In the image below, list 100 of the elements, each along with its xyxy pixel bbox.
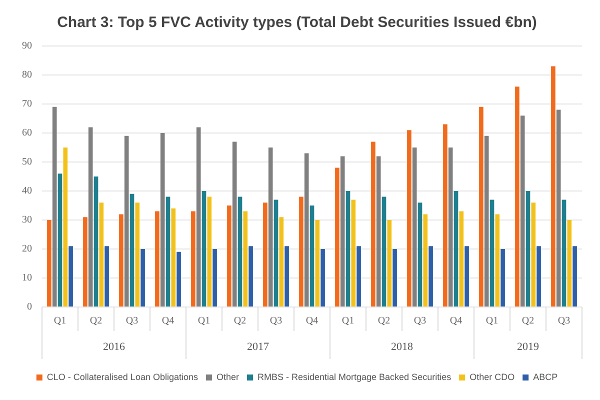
bar <box>202 191 206 306</box>
bar <box>191 211 196 306</box>
bar <box>130 194 134 306</box>
bar <box>346 191 350 306</box>
bar <box>160 133 165 306</box>
chart-title: Chart 3: Top 5 FVC Activity types (Total Debt Securities Issued €bn) <box>57 14 537 32</box>
legend-label: ABCP <box>533 372 558 382</box>
bar <box>248 246 253 306</box>
bar <box>479 106 484 306</box>
x-tick-label: Q2 <box>378 316 390 327</box>
bar <box>68 246 73 306</box>
text: 2016 <box>103 340 126 353</box>
bar <box>310 206 314 306</box>
text: 2019 <box>517 340 540 353</box>
y-tick-label: 0 <box>27 302 32 313</box>
bar <box>464 246 469 306</box>
x-tick-label: Q4 <box>306 316 318 327</box>
bar <box>423 214 428 306</box>
text: 2018 <box>391 340 414 353</box>
bar <box>119 214 124 306</box>
y-tick-label: 30 <box>22 214 32 226</box>
bar <box>232 142 237 306</box>
y-tick-label: 20 <box>22 244 32 255</box>
bar <box>166 196 170 306</box>
bar <box>315 220 320 306</box>
bar <box>428 246 433 306</box>
x-tick-label: Q1 <box>198 316 210 327</box>
bar <box>531 202 536 306</box>
bar <box>238 196 242 306</box>
bar <box>320 249 325 306</box>
y-tick-label: 10 <box>22 272 32 284</box>
bar <box>140 249 145 306</box>
bar <box>495 214 500 306</box>
bar <box>556 110 561 306</box>
legend-label: Other <box>216 372 239 382</box>
bar <box>500 249 505 306</box>
bar <box>536 246 541 306</box>
legend-label: Other CDO <box>470 372 515 382</box>
bar <box>392 249 397 306</box>
y-tick-label: 80 <box>22 70 32 81</box>
bar <box>227 206 232 306</box>
bar <box>176 252 181 306</box>
bar <box>407 130 412 306</box>
y-tick-label: 90 <box>22 40 32 52</box>
bar <box>459 211 464 306</box>
bar <box>207 196 212 306</box>
x-tick-label: Q1 <box>54 316 66 327</box>
bar <box>304 153 309 306</box>
bar <box>88 127 93 306</box>
y-tick-label: 60 <box>22 128 32 139</box>
bar <box>299 196 304 306</box>
bar <box>371 142 376 306</box>
legend-label: RMBS - Residential Mortgage Backed Securities <box>257 372 452 382</box>
bar <box>124 136 129 306</box>
x-tick-label: Q2 <box>90 316 102 327</box>
bar <box>515 86 520 306</box>
bar <box>274 200 278 306</box>
bar <box>551 66 556 306</box>
bar <box>376 156 381 306</box>
bar <box>340 156 345 306</box>
bar <box>387 220 392 306</box>
bar <box>268 148 273 306</box>
bar <box>47 220 52 306</box>
bar <box>279 217 284 306</box>
bar <box>454 191 458 306</box>
bar <box>567 220 572 306</box>
bar <box>412 148 417 306</box>
x-tick-label: Q2 <box>234 316 246 327</box>
bar <box>52 106 57 306</box>
bar <box>94 176 98 306</box>
bar <box>448 148 453 306</box>
bar <box>382 196 386 306</box>
bar <box>196 127 201 306</box>
x-tick-label: Q3 <box>414 316 426 327</box>
bar <box>58 174 62 306</box>
x-tick-label: Q3 <box>558 316 570 327</box>
bar <box>171 208 176 306</box>
x-tick-label: Q4 <box>162 316 174 327</box>
bar <box>83 217 88 306</box>
bar <box>443 124 448 306</box>
x-tick-label: Q1 <box>486 316 498 327</box>
y-tick-label: 70 <box>22 98 32 110</box>
bar <box>104 246 109 306</box>
bar <box>484 136 489 306</box>
bar <box>490 200 494 306</box>
bar <box>351 200 356 306</box>
bar <box>99 202 104 306</box>
bar <box>135 202 140 306</box>
bar <box>335 168 340 306</box>
bar <box>418 202 422 306</box>
bar <box>243 211 248 306</box>
x-tick-label: Q1 <box>342 316 354 327</box>
y-tick-label: 40 <box>22 186 32 197</box>
bar <box>284 246 289 306</box>
bar <box>155 211 160 306</box>
x-tick-label: Q2 <box>522 316 534 327</box>
legend-label: CLO - Collateralised Loan Obligations <box>46 372 198 382</box>
bar <box>356 246 361 306</box>
y-tick-label: 50 <box>22 156 32 168</box>
bar <box>63 148 68 306</box>
